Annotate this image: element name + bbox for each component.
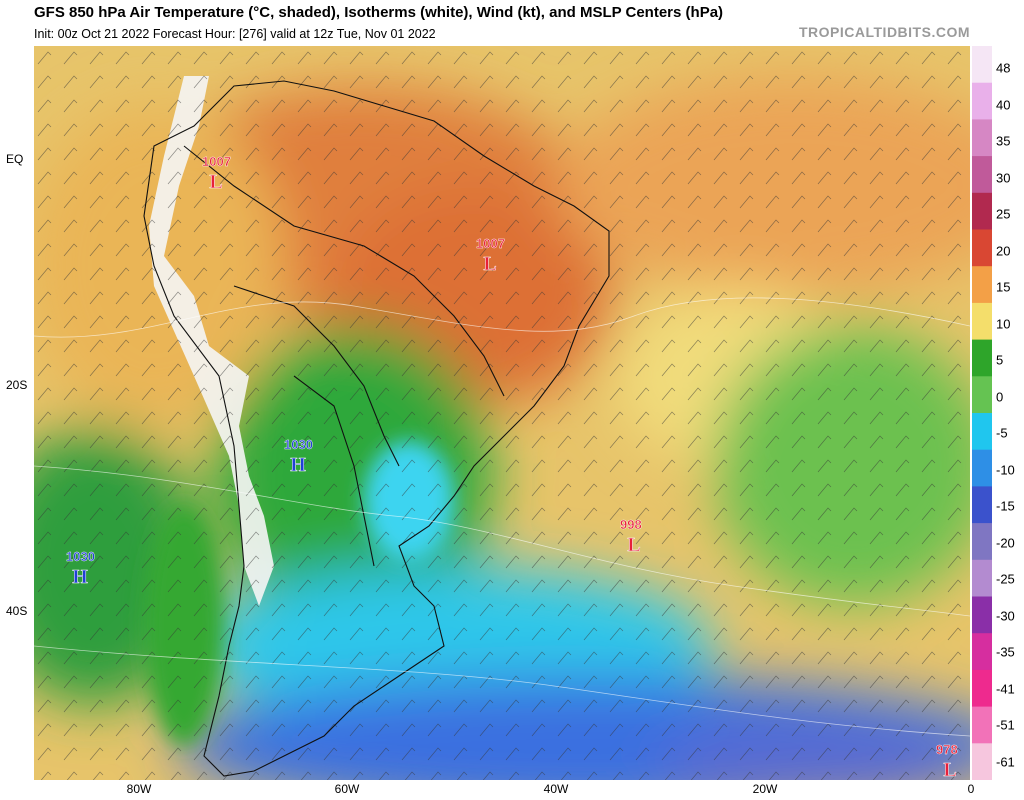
colorbar-segment [972, 669, 992, 708]
colorbar-label: -20 [996, 535, 1015, 550]
low-pressure-center: 998 L [620, 517, 642, 556]
low-pressure-center: 1007 L [202, 154, 231, 193]
svg-text:L: L [209, 171, 222, 193]
svg-text:L: L [483, 253, 496, 275]
high-pressure-center: 1030 H [66, 549, 95, 588]
lon-label: 80W [126, 782, 152, 796]
colorbar-label: -61 [996, 754, 1015, 769]
wind-barbs [34, 46, 970, 780]
colorbar-label: 20 [996, 243, 1011, 258]
lon-label: 0 [967, 782, 975, 796]
colorbar-label: 48 [996, 60, 1011, 76]
high-pressure-center: 1030 H [284, 437, 313, 476]
colorbar-segment [972, 449, 992, 487]
colorbar-segment [972, 339, 992, 377]
colorbar-segment [972, 706, 992, 744]
svg-text:998: 998 [620, 517, 642, 532]
lon-label: 40W [543, 782, 569, 796]
colorbar-label: -35 [996, 644, 1015, 660]
colorbar-label: 10 [996, 316, 1011, 331]
colorbar-label: -15 [996, 498, 1015, 514]
colorbar-segment [972, 523, 992, 561]
isotherms [34, 297, 970, 737]
colorbar-segment [972, 302, 992, 341]
low-pressure-center: 1007 L [476, 236, 505, 275]
colorbar-segment [972, 46, 992, 84]
colorbar-segment [972, 266, 992, 304]
colorbar-label: 0 [996, 389, 1004, 404]
svg-text:1007: 1007 [202, 154, 231, 169]
colorbar-segment [972, 229, 992, 267]
colorbar-label: 40 [996, 97, 1011, 112]
colorbar-label: -5 [996, 425, 1008, 441]
colorbar-label: 15 [996, 279, 1011, 295]
brand-watermark[interactable]: TROPICALTIDBITS.COM [798, 24, 970, 40]
temperature-colorbar [972, 46, 992, 780]
svg-text:1030: 1030 [66, 549, 95, 564]
lon-label: 60W [334, 782, 360, 796]
lat-label: 40S [6, 604, 28, 618]
svg-text:1007: 1007 [476, 236, 505, 251]
colorbar-segment [972, 376, 992, 414]
colorbar-segment [972, 119, 992, 157]
svg-text:L: L [943, 759, 956, 780]
colorbar-segment [972, 192, 992, 230]
colorbar-segment [972, 743, 992, 780]
colorbar-segment [972, 486, 992, 524]
chart-subtitle: Init: 00z Oct 21 2022 Forecast Hour: [27… [34, 27, 436, 41]
colorbar-segment [972, 413, 992, 451]
colorbar-label: -30 [996, 608, 1015, 623]
colorbar-label: 30 [996, 170, 1011, 185]
svg-text:1030: 1030 [284, 437, 313, 452]
colorbar-segment [972, 633, 992, 671]
svg-text:978: 978 [936, 742, 958, 757]
colorbar-segment [972, 596, 992, 634]
svg-text:H: H [290, 454, 306, 476]
svg-text:L: L [627, 534, 640, 556]
chart-title: GFS 850 hPa Air Temperature (°C, shaded)… [34, 4, 724, 21]
colorbar-label: -10 [996, 462, 1015, 477]
lat-label: EQ [6, 152, 24, 166]
lat-label: 20S [6, 378, 28, 392]
colorbar-label: 5 [996, 352, 1004, 368]
low-pressure-center: 978 L [936, 742, 958, 780]
lon-label: 20W [752, 782, 778, 796]
colorbar-segment [972, 82, 992, 120]
temperature-map: 1007 L 1007 L 998 L 978 L 1030 H 1030 H [34, 46, 970, 780]
svg-text:H: H [72, 566, 88, 588]
colorbar-label: -41 [996, 681, 1015, 696]
colorbar-segment [972, 156, 992, 194]
colorbar-label: 35 [996, 133, 1011, 149]
temperature-field [34, 46, 970, 780]
colorbar-label: -25 [996, 571, 1015, 587]
pressure-centers: 1007 L 1007 L 998 L 978 L 1030 H 1030 H [66, 154, 958, 780]
colorbar-label: -51 [996, 717, 1015, 733]
colorbar-label: 25 [996, 206, 1011, 222]
colorbar-segment [972, 559, 992, 597]
